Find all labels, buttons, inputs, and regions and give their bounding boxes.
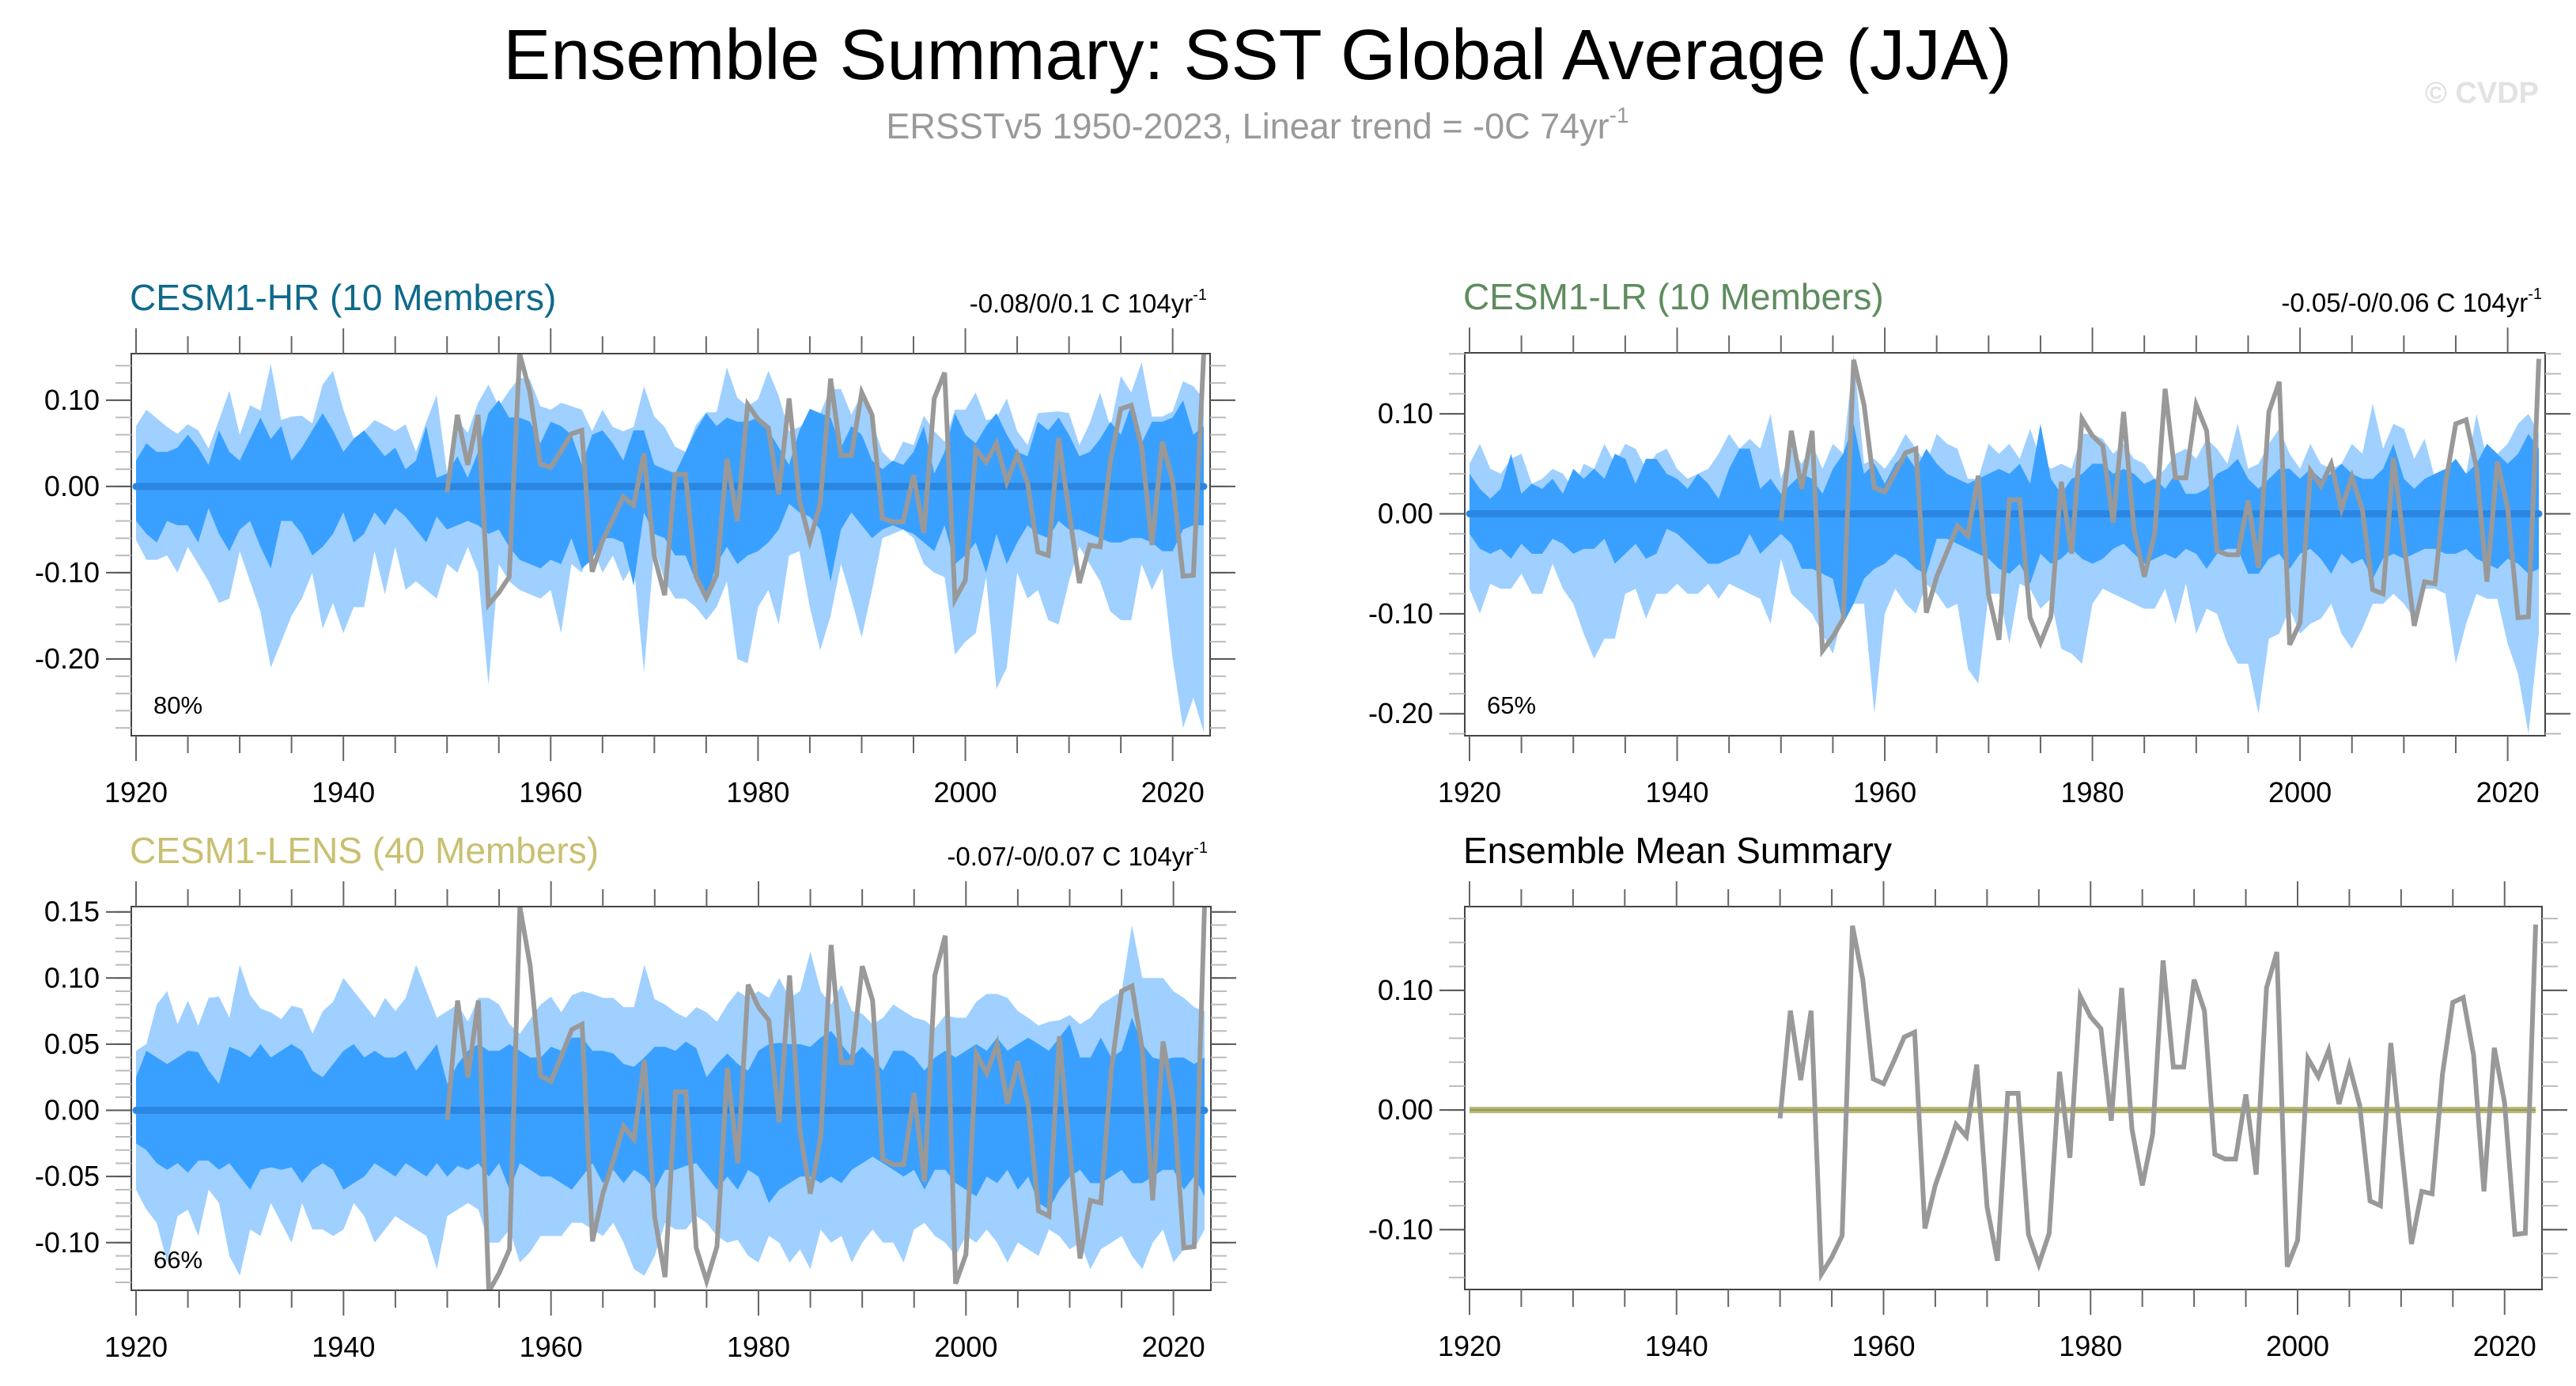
plot-frame — [131, 906, 1212, 1291]
trend-label: -0.05/-0/0.06 C 104yr-1 — [2281, 286, 2542, 317]
plot-frame — [1464, 352, 2546, 737]
y-tick-label: 0.15 — [44, 896, 100, 928]
figure-subtitle: ERSSTv5 1950-2023, Linear trend = -0C 74… — [886, 103, 1628, 146]
plot-area — [1466, 354, 2543, 734]
y-tick-label: -0.10 — [35, 1226, 100, 1259]
y-tick-label: 0.10 — [1378, 397, 1433, 430]
y-tick-label: 0.10 — [1378, 974, 1433, 1006]
y-tick-label: -0.10 — [1368, 1213, 1433, 1245]
panel-title: CESM1-HR (10 Members) — [130, 277, 556, 318]
x-tick-label: 2020 — [2476, 776, 2540, 808]
y-tick-label: 0.05 — [44, 1028, 100, 1060]
percent-label: 66% — [153, 1246, 202, 1274]
x-tick-label: 1960 — [1852, 1330, 1915, 1362]
x-tick-label: 2000 — [2266, 1330, 2329, 1362]
x-tick-label: 1980 — [727, 1331, 790, 1363]
x-tick-label: 1920 — [104, 1331, 168, 1363]
x-tick-label: 1940 — [312, 1331, 375, 1363]
percent-label: 65% — [1487, 691, 1536, 719]
y-tick-label: 0.00 — [44, 1094, 100, 1127]
x-tick-label: 1920 — [1438, 1330, 1501, 1362]
x-tick-label: 2020 — [2473, 1330, 2536, 1362]
panel-0: CESM1-HR (10 Members) -0.08/0/0.1 C 104yr… — [35, 277, 1235, 808]
x-tick-label: 1960 — [520, 1331, 583, 1363]
x-tick-label: 2000 — [933, 776, 997, 808]
trend-text: -0.05/-0/0.06 C 104yr — [2281, 288, 2528, 317]
y-tick-label: 0.00 — [1378, 1093, 1433, 1126]
y-tick-label: 0.10 — [44, 961, 100, 994]
trend-exponent: -1 — [2528, 286, 2542, 303]
x-tick-label: 1940 — [312, 776, 375, 808]
inner-spread-band — [1470, 423, 2539, 624]
y-tick-label: -0.10 — [35, 556, 100, 589]
y-tick-label: -0.10 — [1368, 597, 1433, 630]
panel-title: Ensemble Mean Summary — [1463, 830, 1892, 871]
panel-title: CESM1-LENS (40 Members) — [130, 830, 599, 871]
y-tick-label: 0.00 — [44, 470, 100, 502]
trend-text: -0.07/-0/0.07 C 104yr — [947, 842, 1193, 871]
plot-frame — [131, 353, 1211, 737]
x-tick-label: 1940 — [1645, 776, 1708, 808]
y-tick-label: -0.20 — [1368, 697, 1433, 729]
observed-line — [444, 354, 1206, 611]
x-tick-label: 2020 — [1141, 776, 1205, 808]
observed-line — [444, 907, 1207, 1290]
x-tick-label: 1980 — [726, 776, 789, 808]
plot-area — [1470, 924, 2538, 1282]
y-tick-label: -0.20 — [35, 642, 100, 675]
observed-line — [1777, 924, 2538, 1282]
trend-label: -0.07/-0/0.07 C 104yr-1 — [947, 839, 1208, 871]
panel-1: CESM1-LR (10 Members) -0.05/-0/0.06 C 104… — [1368, 276, 2570, 808]
trend-label: -0.08/0/0.1 C 104yr-1 — [970, 286, 1207, 318]
trend-exponent: -1 — [1193, 839, 1208, 857]
x-tick-label: 1980 — [2061, 776, 2124, 808]
x-tick-label: 2000 — [2268, 776, 2332, 808]
x-tick-label: 1960 — [519, 776, 582, 808]
trend-text: -0.08/0/0.1 C 104yr — [970, 289, 1193, 318]
trend-exponent: -1 — [1193, 286, 1207, 304]
plot-frame — [1464, 906, 2543, 1290]
x-tick-label: 1920 — [1438, 776, 1501, 808]
y-tick-label: 0.10 — [44, 384, 100, 416]
panel-title: CESM1-LR (10 Members) — [1463, 276, 1884, 317]
panel-2: CESM1-LENS (40 Members) -0.07/-0/0.07 C 1… — [35, 830, 1236, 1363]
panel-3: Ensemble Mean Summary 1920 1940 1960 1980 200… — [1368, 830, 2567, 1362]
inner-spread-band — [136, 400, 1204, 599]
x-tick-label: 2020 — [1142, 1331, 1205, 1363]
subtitle-text: ERSSTv5 1950-2023, Linear trend = -0C 74… — [886, 106, 1609, 146]
plot-area — [132, 907, 1209, 1290]
plot-area — [132, 354, 1208, 733]
x-tick-label: 1980 — [2059, 1330, 2122, 1362]
x-tick-label: 1920 — [104, 776, 168, 808]
observed-line — [1778, 358, 2541, 658]
x-tick-label: 1940 — [1645, 1330, 1708, 1362]
percent-label: 80% — [153, 691, 202, 719]
figure-title: Ensemble Summary: SST Global Average (JJ… — [503, 16, 2011, 95]
subtitle-exponent: -1 — [1610, 103, 1629, 127]
y-tick-label: -0.05 — [35, 1160, 100, 1192]
cvdp-watermark: © CVDP — [2425, 77, 2539, 110]
x-tick-label: 2000 — [934, 1331, 997, 1363]
y-tick-label: 0.00 — [1378, 497, 1433, 529]
x-tick-label: 1960 — [1853, 776, 1916, 808]
